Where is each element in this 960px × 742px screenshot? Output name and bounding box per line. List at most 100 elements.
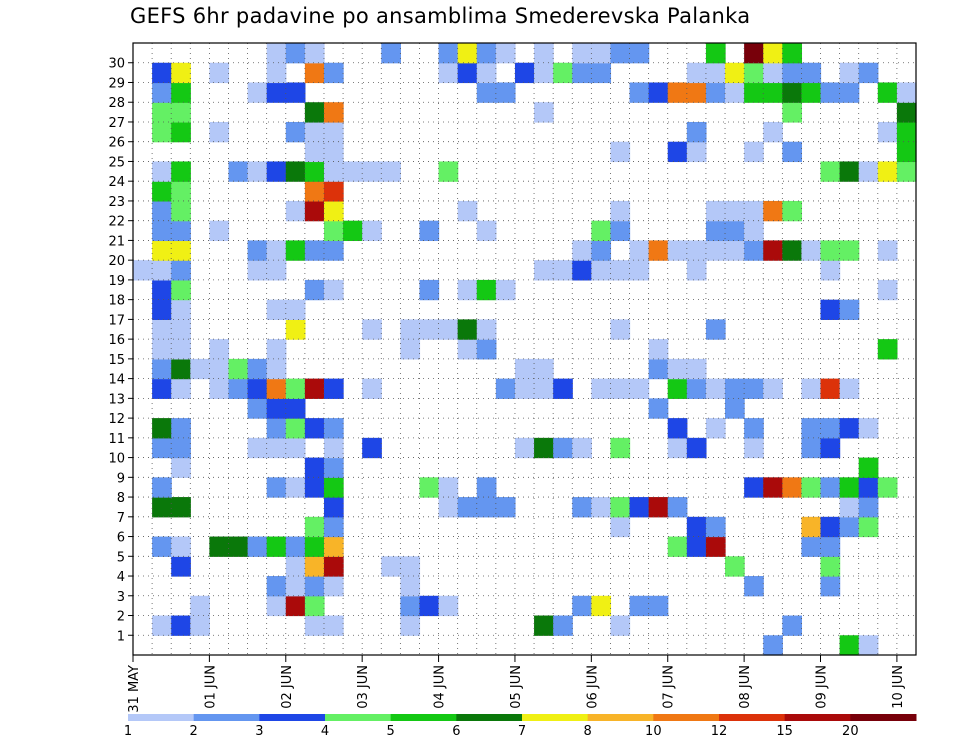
x-tick-label: 04 JUN — [433, 665, 448, 709]
colorbar: 1 2 3 4 5 6 7 8 10 12 15 20 — [124, 714, 917, 739]
y-tick-label: 15 — [108, 353, 125, 368]
precip-cell — [304, 240, 325, 261]
precip-cell — [266, 398, 287, 419]
precip-cell — [304, 102, 325, 123]
precip-cell — [152, 418, 172, 439]
precip-cell — [152, 240, 172, 261]
precip-cell — [820, 378, 841, 399]
precip-cell — [629, 497, 650, 518]
precip-cell — [323, 477, 344, 498]
precip-cell — [782, 240, 803, 261]
colorbar-swatch — [325, 714, 392, 721]
precip-cell — [534, 615, 554, 636]
precip-cell — [362, 378, 382, 399]
y-tick-label: 7 — [117, 511, 125, 526]
precip-cell — [304, 121, 325, 143]
precip-cell — [820, 240, 841, 261]
precip-cell — [457, 200, 478, 222]
precip-cell — [152, 121, 172, 143]
precip-cell — [820, 299, 841, 320]
precip-cell — [667, 240, 688, 261]
precip-cell — [514, 437, 535, 459]
colorbar-label: 5 — [387, 724, 395, 739]
precip-cell — [820, 82, 841, 103]
precip-cell — [171, 457, 191, 478]
x-tick-label: 10 JUN — [891, 665, 906, 709]
colorbar-swatch — [390, 714, 457, 721]
precip-cell — [285, 82, 306, 103]
precip-cell — [438, 161, 459, 182]
precip-cell — [667, 141, 688, 163]
precip-cell — [304, 595, 325, 617]
precip-cell — [457, 62, 478, 84]
precip-cell — [228, 536, 249, 557]
x-tick-label: 09 JUN — [815, 665, 830, 709]
y-tick-label: 11 — [108, 432, 125, 447]
precip-cell — [323, 102, 344, 123]
precip-cell — [266, 161, 287, 182]
x-tick-label: 01 JUN — [203, 665, 218, 709]
precip-cell — [839, 62, 860, 84]
precip-cell — [304, 161, 325, 182]
precip-cell — [247, 260, 268, 281]
precip-cell — [591, 220, 612, 242]
precip-cell — [400, 615, 421, 636]
precip-cell — [495, 497, 516, 518]
precip-cell — [171, 378, 191, 399]
colorbar-swatch — [456, 714, 523, 721]
precip-cell — [820, 556, 841, 577]
precip-cell — [648, 358, 669, 380]
precip-cell — [152, 62, 172, 84]
precip-cell — [381, 43, 401, 64]
precip-cell — [209, 121, 230, 143]
precip-cell — [514, 62, 535, 84]
precip-cell — [419, 319, 440, 340]
colorbar-label: 7 — [518, 724, 526, 739]
precip-cell — [877, 279, 898, 301]
precip-cell — [152, 477, 172, 498]
colorbar-label: 3 — [255, 724, 263, 739]
colorbar-swatch — [784, 714, 851, 721]
precip-cell — [705, 82, 726, 103]
precip-cell — [801, 240, 822, 261]
cell-layer — [133, 43, 917, 656]
precip-cell — [553, 62, 573, 84]
precip-cell — [304, 141, 325, 163]
precip-cell — [591, 595, 612, 617]
precip-cell — [782, 43, 803, 64]
precip-cell — [820, 161, 841, 182]
precip-cell — [171, 418, 191, 439]
y-tick-label: 29 — [108, 76, 125, 91]
precip-cell — [553, 378, 573, 399]
precip-cell — [744, 576, 764, 597]
precip-cell — [152, 299, 172, 320]
precip-cell — [323, 615, 344, 636]
precip-cell — [534, 358, 554, 380]
precip-cell — [171, 121, 191, 143]
precip-cell — [400, 595, 421, 617]
colorbar-label: 1 — [124, 724, 132, 739]
y-tick-label: 16 — [108, 333, 125, 348]
precip-cell — [209, 536, 230, 557]
colorbar-swatch — [719, 714, 786, 721]
colorbar-swatch — [193, 714, 260, 721]
precip-cell — [457, 279, 478, 301]
precip-cell — [476, 339, 497, 360]
precip-cell — [801, 62, 822, 84]
grid-layer — [132, 43, 916, 655]
precip-cell — [285, 556, 306, 577]
precip-cell — [553, 437, 573, 459]
y-tick-label: 6 — [117, 531, 125, 546]
precip-cell — [667, 358, 688, 380]
precip-cell — [801, 82, 822, 103]
precip-cell — [705, 536, 726, 557]
precip-cell — [152, 260, 172, 281]
precip-cell — [152, 615, 172, 636]
precip-cell — [419, 220, 440, 242]
precip-cell — [266, 339, 287, 360]
precip-cell — [152, 437, 172, 459]
precip-cell — [228, 378, 249, 399]
y-tick-label: 4 — [117, 570, 125, 585]
precip-cell — [705, 319, 726, 340]
precip-cell — [858, 161, 879, 182]
